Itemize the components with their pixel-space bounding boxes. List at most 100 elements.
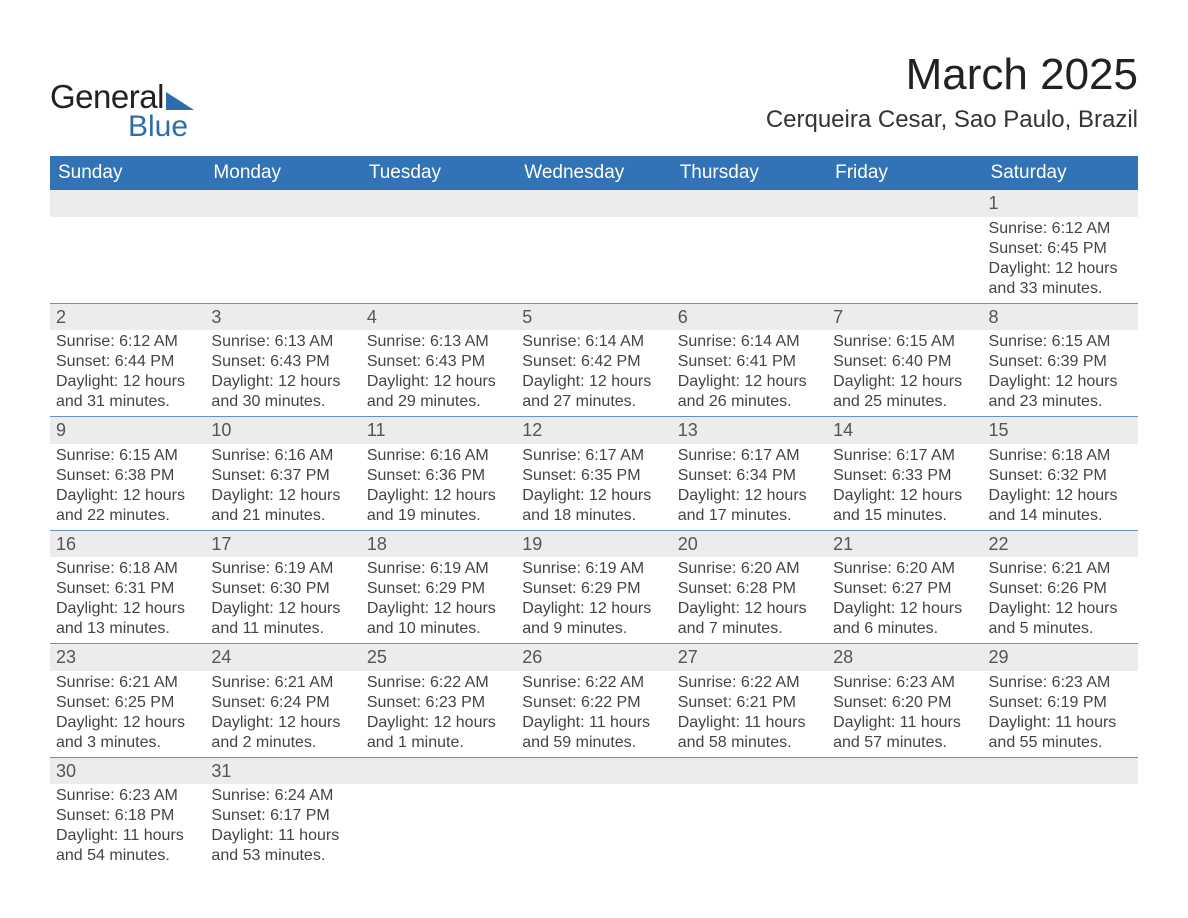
sunrise-text: Sunrise: 6:15 AM [833, 332, 976, 352]
sunrise-text: Sunrise: 6:23 AM [56, 786, 199, 806]
calendar-cell: 8Sunrise: 6:15 AMSunset: 6:39 PMDaylight… [983, 303, 1138, 417]
calendar-cell: 22Sunrise: 6:21 AMSunset: 6:26 PMDayligh… [983, 530, 1138, 644]
calendar-cell [672, 190, 827, 303]
calendar-cell: 14Sunrise: 6:17 AMSunset: 6:33 PMDayligh… [827, 416, 982, 530]
calendar-cell: 28Sunrise: 6:23 AMSunset: 6:20 PMDayligh… [827, 643, 982, 757]
sunset-text: Sunset: 6:38 PM [56, 466, 199, 486]
sunrise-text: Sunrise: 6:21 AM [989, 559, 1132, 579]
calendar-cell: 24Sunrise: 6:21 AMSunset: 6:24 PMDayligh… [205, 643, 360, 757]
date-number: 9 [50, 416, 205, 444]
calendar-week: 2Sunrise: 6:12 AMSunset: 6:44 PMDaylight… [50, 303, 1138, 417]
daylight-text: Daylight: 12 hours and 6 minutes. [833, 599, 976, 639]
calendar-cell [516, 757, 671, 871]
calendar-cell: 23Sunrise: 6:21 AMSunset: 6:25 PMDayligh… [50, 643, 205, 757]
calendar-cell [50, 190, 205, 303]
date-number: 22 [983, 530, 1138, 558]
calendar-cell: 30Sunrise: 6:23 AMSunset: 6:18 PMDayligh… [50, 757, 205, 871]
calendar-cell: 6Sunrise: 6:14 AMSunset: 6:41 PMDaylight… [672, 303, 827, 417]
date-number [516, 190, 671, 217]
calendar-cell: 12Sunrise: 6:17 AMSunset: 6:35 PMDayligh… [516, 416, 671, 530]
calendar-cell: 21Sunrise: 6:20 AMSunset: 6:27 PMDayligh… [827, 530, 982, 644]
day-header-wednesday: Wednesday [516, 156, 671, 190]
date-number: 20 [672, 530, 827, 558]
calendar-cell: 13Sunrise: 6:17 AMSunset: 6:34 PMDayligh… [672, 416, 827, 530]
calendar-body: 1Sunrise: 6:12 AMSunset: 6:45 PMDaylight… [50, 190, 1138, 870]
date-number: 30 [50, 757, 205, 785]
daylight-text: Daylight: 12 hours and 1 minute. [367, 713, 510, 753]
date-number: 7 [827, 303, 982, 331]
daylight-text: Daylight: 12 hours and 11 minutes. [211, 599, 354, 639]
logo-text-blue: Blue [128, 110, 194, 144]
date-number: 25 [361, 643, 516, 671]
calendar-week: 30Sunrise: 6:23 AMSunset: 6:18 PMDayligh… [50, 757, 1138, 871]
daylight-text: Daylight: 11 hours and 53 minutes. [211, 826, 354, 866]
daylight-text: Daylight: 12 hours and 5 minutes. [989, 599, 1132, 639]
calendar-cell: 31Sunrise: 6:24 AMSunset: 6:17 PMDayligh… [205, 757, 360, 871]
sunrise-text: Sunrise: 6:17 AM [833, 446, 976, 466]
sunrise-text: Sunrise: 6:12 AM [56, 332, 199, 352]
sunrise-text: Sunrise: 6:17 AM [678, 446, 821, 466]
daylight-text: Daylight: 12 hours and 26 minutes. [678, 372, 821, 412]
calendar-cell: 1Sunrise: 6:12 AMSunset: 6:45 PMDaylight… [983, 190, 1138, 303]
logo: General Blue [50, 78, 194, 144]
day-header-thursday: Thursday [672, 156, 827, 190]
date-number: 5 [516, 303, 671, 331]
date-number: 3 [205, 303, 360, 331]
daylight-text: Daylight: 12 hours and 29 minutes. [367, 372, 510, 412]
calendar-cell: 17Sunrise: 6:19 AMSunset: 6:30 PMDayligh… [205, 530, 360, 644]
calendar-cell: 7Sunrise: 6:15 AMSunset: 6:40 PMDaylight… [827, 303, 982, 417]
sunrise-text: Sunrise: 6:14 AM [678, 332, 821, 352]
calendar-cell: 18Sunrise: 6:19 AMSunset: 6:29 PMDayligh… [361, 530, 516, 644]
date-number: 6 [672, 303, 827, 331]
sunset-text: Sunset: 6:19 PM [989, 693, 1132, 713]
date-number: 4 [361, 303, 516, 331]
sunrise-text: Sunrise: 6:18 AM [56, 559, 199, 579]
daylight-text: Daylight: 11 hours and 58 minutes. [678, 713, 821, 753]
calendar-cell: 5Sunrise: 6:14 AMSunset: 6:42 PMDaylight… [516, 303, 671, 417]
calendar-week: 1Sunrise: 6:12 AMSunset: 6:45 PMDaylight… [50, 190, 1138, 303]
sunset-text: Sunset: 6:44 PM [56, 352, 199, 372]
sunset-text: Sunset: 6:45 PM [989, 239, 1132, 259]
sunrise-text: Sunrise: 6:22 AM [522, 673, 665, 693]
sunset-text: Sunset: 6:28 PM [678, 579, 821, 599]
sunset-text: Sunset: 6:32 PM [989, 466, 1132, 486]
calendar-cell: 25Sunrise: 6:22 AMSunset: 6:23 PMDayligh… [361, 643, 516, 757]
daylight-text: Daylight: 12 hours and 18 minutes. [522, 486, 665, 526]
calendar-cell: 16Sunrise: 6:18 AMSunset: 6:31 PMDayligh… [50, 530, 205, 644]
sunset-text: Sunset: 6:42 PM [522, 352, 665, 372]
sunset-text: Sunset: 6:41 PM [678, 352, 821, 372]
date-number [827, 757, 982, 785]
day-header-sunday: Sunday [50, 156, 205, 190]
title-block: March 2025 Cerqueira Cesar, Sao Paulo, B… [766, 50, 1138, 134]
sunrise-text: Sunrise: 6:16 AM [211, 446, 354, 466]
sunset-text: Sunset: 6:18 PM [56, 806, 199, 826]
sunrise-text: Sunrise: 6:17 AM [522, 446, 665, 466]
sunset-text: Sunset: 6:31 PM [56, 579, 199, 599]
daylight-text: Daylight: 12 hours and 31 minutes. [56, 372, 199, 412]
date-number [205, 190, 360, 217]
sunset-text: Sunset: 6:25 PM [56, 693, 199, 713]
sunrise-text: Sunrise: 6:19 AM [367, 559, 510, 579]
daylight-text: Daylight: 12 hours and 23 minutes. [989, 372, 1132, 412]
sunset-text: Sunset: 6:30 PM [211, 579, 354, 599]
sunrise-text: Sunrise: 6:22 AM [678, 673, 821, 693]
calendar-cell: 10Sunrise: 6:16 AMSunset: 6:37 PMDayligh… [205, 416, 360, 530]
daylight-text: Daylight: 11 hours and 54 minutes. [56, 826, 199, 866]
daylight-text: Daylight: 12 hours and 17 minutes. [678, 486, 821, 526]
page-header: General Blue March 2025 Cerqueira Cesar,… [50, 50, 1138, 144]
date-number: 26 [516, 643, 671, 671]
calendar-cell: 27Sunrise: 6:22 AMSunset: 6:21 PMDayligh… [672, 643, 827, 757]
location-subtitle: Cerqueira Cesar, Sao Paulo, Brazil [766, 106, 1138, 134]
date-number: 13 [672, 416, 827, 444]
calendar-cell: 2Sunrise: 6:12 AMSunset: 6:44 PMDaylight… [50, 303, 205, 417]
daylight-text: Daylight: 12 hours and 7 minutes. [678, 599, 821, 639]
sunset-text: Sunset: 6:36 PM [367, 466, 510, 486]
sunrise-text: Sunrise: 6:13 AM [211, 332, 354, 352]
sunrise-text: Sunrise: 6:21 AM [56, 673, 199, 693]
calendar: Sunday Monday Tuesday Wednesday Thursday… [50, 156, 1138, 870]
daylight-text: Daylight: 12 hours and 25 minutes. [833, 372, 976, 412]
daylight-text: Daylight: 12 hours and 2 minutes. [211, 713, 354, 753]
sunrise-text: Sunrise: 6:18 AM [989, 446, 1132, 466]
calendar-cell: 20Sunrise: 6:20 AMSunset: 6:28 PMDayligh… [672, 530, 827, 644]
sunrise-text: Sunrise: 6:19 AM [211, 559, 354, 579]
